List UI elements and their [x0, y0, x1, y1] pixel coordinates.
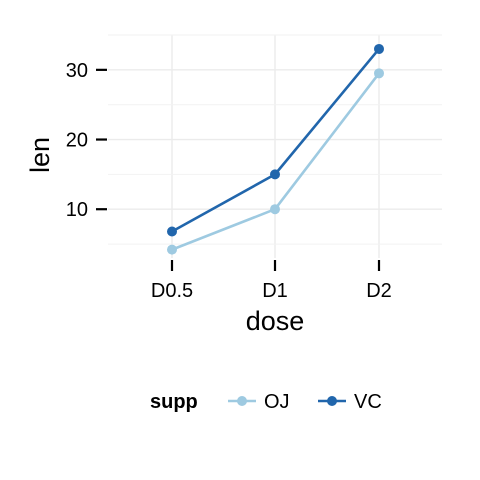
data-series: [167, 43, 384, 255]
y-tick-label: 30: [66, 60, 88, 82]
legend-label: OJ: [264, 391, 290, 413]
legend-key-point: [237, 396, 247, 406]
plot-panel: [108, 34, 442, 258]
y-axis-title: len: [25, 137, 55, 173]
series-vc: [167, 43, 384, 237]
x-axis: D0.5 D1 D2: [151, 260, 392, 302]
x-tick-label: D1: [262, 280, 288, 302]
x-tick-label: D2: [366, 280, 392, 302]
data-point: [270, 204, 280, 215]
legend-item-vc: VC: [318, 391, 382, 413]
x-axis-title: dose: [246, 306, 305, 336]
data-point: [270, 169, 280, 180]
series-oj: [167, 68, 384, 255]
legend-key-point: [327, 396, 337, 406]
legend-label: VC: [354, 391, 382, 413]
legend-item-oj: OJ: [228, 391, 290, 413]
data-point: [167, 244, 177, 255]
grid-lines: [108, 34, 442, 258]
legend-title: supp: [150, 391, 198, 413]
y-axis: 10 20 30: [66, 60, 107, 221]
x-tick-label: D0.5: [151, 280, 193, 302]
y-tick-label: 10: [66, 199, 88, 221]
data-point: [374, 43, 384, 54]
legend: supp OJ VC: [150, 391, 382, 413]
y-tick-label: 20: [66, 130, 88, 152]
data-point: [167, 226, 177, 237]
data-point: [374, 68, 384, 79]
